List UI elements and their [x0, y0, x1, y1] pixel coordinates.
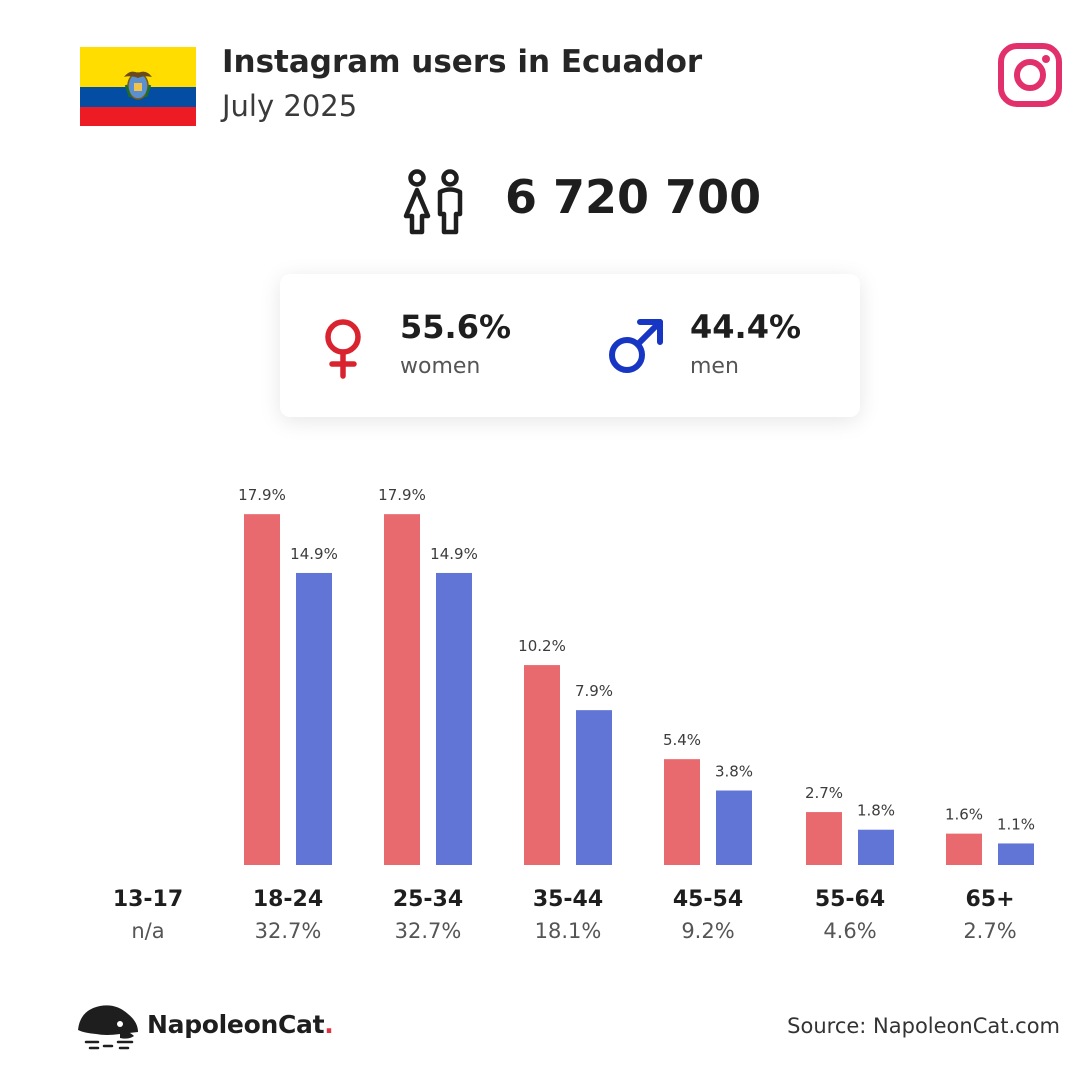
napoleoncat-logo-icon	[78, 1005, 138, 1050]
ecuador-flag-icon	[80, 47, 196, 126]
bar-women-35-44	[524, 665, 560, 865]
data-label-women-25-34: 17.9%	[378, 486, 426, 504]
age-group-total-35-44: 18.1%	[535, 919, 602, 943]
age-group-label-35-44: 35-44	[533, 887, 603, 912]
age-group-total-55-64: 4.6%	[823, 919, 876, 943]
age-group-total-45-54: 9.2%	[681, 919, 734, 943]
age-group-total-25-34: 32.7%	[395, 919, 462, 943]
data-label-men-45-54: 3.8%	[715, 763, 753, 781]
data-label-women-35-44: 10.2%	[518, 637, 566, 655]
age-group-total-13-17: n/a	[131, 919, 164, 943]
bar-women-25-34	[384, 514, 420, 865]
bar-men-55-64	[858, 829, 894, 865]
age-group-label-45-54: 45-54	[673, 887, 743, 912]
brand-text: NapoleonCat	[147, 1010, 325, 1039]
age-gender-bar-chart: 13-17 n/a 17.9% 14.9% 18-24 32.7% 17.9% 14.9% 25…	[113, 486, 1035, 943]
bar-women-18-24	[244, 514, 280, 865]
brand-name: NapoleonCat.	[147, 1010, 334, 1039]
instagram-icon	[998, 43, 1062, 107]
bar-men-18-24	[296, 572, 332, 865]
female-symbol-icon	[325, 319, 361, 379]
data-label-men-65+: 1.1%	[997, 815, 1035, 833]
data-label-women-45-54: 5.4%	[663, 731, 701, 749]
bar-men-25-34	[436, 572, 472, 865]
age-group-label-65+: 65+	[965, 887, 1014, 912]
bar-men-45-54	[716, 790, 752, 865]
age-group-label-25-34: 25-34	[393, 887, 463, 912]
data-label-men-55-64: 1.8%	[857, 802, 895, 820]
data-label-women-18-24: 17.9%	[238, 486, 286, 504]
data-label-men-25-34: 14.9%	[430, 545, 478, 563]
age-group-label-55-64: 55-64	[815, 887, 885, 912]
page-subtitle: July 2025	[222, 89, 358, 123]
users-icon	[403, 169, 463, 235]
age-group-total-65+: 2.7%	[963, 919, 1016, 943]
bar-women-65+	[946, 833, 982, 865]
bar-women-55-64	[806, 812, 842, 865]
age-group-total-18-24: 32.7%	[255, 919, 322, 943]
data-label-men-18-24: 14.9%	[290, 545, 338, 563]
bar-men-65+	[998, 843, 1034, 865]
bar-men-35-44	[576, 710, 612, 865]
data-label-women-55-64: 2.7%	[805, 784, 843, 802]
bar-women-45-54	[664, 759, 700, 865]
women-label: women	[400, 354, 481, 379]
data-label-men-35-44: 7.9%	[575, 682, 613, 700]
gender-split-card: 55.6% women 44.4% men	[280, 274, 860, 417]
source-note: Source: NapoleonCat.com	[787, 1014, 1060, 1038]
page-title: Instagram users in Ecuador	[222, 44, 703, 80]
age-group-label-18-24: 18-24	[253, 887, 323, 912]
data-label-women-65+: 1.6%	[945, 806, 983, 824]
male-symbol-icon	[609, 319, 663, 373]
brand-dot: .	[324, 1010, 334, 1039]
men-percentage: 44.4%	[690, 308, 802, 346]
women-percentage: 55.6%	[400, 308, 512, 346]
total-users-value: 6 720 700	[505, 170, 762, 224]
age-group-label-13-17: 13-17	[113, 887, 183, 912]
men-label: men	[690, 354, 739, 379]
